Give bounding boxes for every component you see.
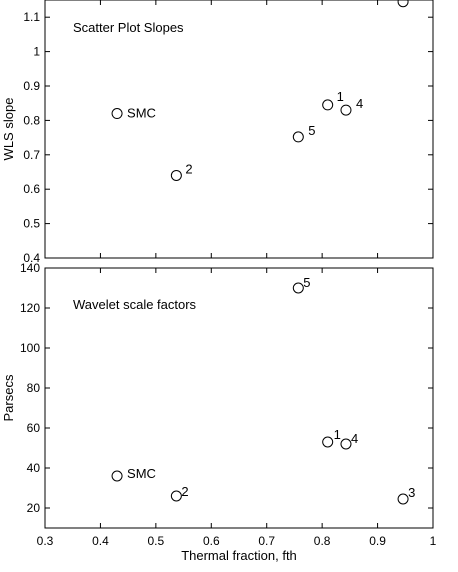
y-tick-label: 1.1 — [23, 10, 40, 24]
y-tick-label: 0.6 — [23, 182, 40, 196]
x-axis-label: Thermal fraction, fth — [181, 548, 297, 563]
data-point — [397, 0, 409, 8]
data-point — [170, 490, 182, 502]
data-point-label: 3 — [412, 0, 419, 1]
data-point — [170, 169, 182, 181]
y-tick-label: 140 — [20, 261, 40, 275]
plot-frame-bottom — [44, 267, 434, 529]
y-tick-label: 120 — [20, 301, 40, 315]
data-point-label: SMC — [127, 106, 156, 121]
x-tick-label: 0.3 — [37, 534, 54, 548]
data-point — [322, 436, 334, 448]
y-tick-label: 0.7 — [23, 148, 40, 162]
y-tick-label: 0.9 — [23, 79, 40, 93]
data-point — [292, 282, 304, 294]
panel-annotation-top: Scatter Plot Slopes — [73, 20, 184, 35]
x-tick-label: 0.4 — [92, 534, 109, 548]
data-point-label: 3 — [408, 485, 415, 500]
y-axis-label-top: WLS slope — [1, 98, 16, 161]
y-tick-label: 40 — [27, 461, 41, 475]
data-point-label: 2 — [185, 161, 192, 176]
y-tick-label: 0.5 — [23, 217, 40, 231]
x-tick-label: 1 — [430, 534, 437, 548]
x-tick-label: 0.9 — [369, 534, 386, 548]
data-point-label: 4 — [351, 431, 358, 446]
x-tick-label: 0.5 — [148, 534, 165, 548]
data-point-label: 1 — [334, 427, 341, 442]
data-point-label: SMC — [127, 466, 156, 481]
x-tick-label: 0.8 — [314, 534, 331, 548]
y-tick-label: 80 — [27, 381, 41, 395]
data-point-label: 5 — [303, 275, 310, 290]
data-point-label: 1 — [337, 89, 344, 104]
y-tick-label: 20 — [27, 501, 41, 515]
data-point — [292, 131, 304, 143]
data-point — [111, 108, 123, 120]
x-tick-label: 0.7 — [258, 534, 275, 548]
y-tick-label: 60 — [27, 421, 41, 435]
y-tick-label: 1 — [33, 45, 40, 59]
data-point-label: 4 — [356, 96, 363, 111]
data-point — [340, 104, 352, 116]
y-tick-label: 100 — [20, 341, 40, 355]
data-point — [397, 493, 409, 505]
y-axis-label-bottom: Parsecs — [1, 374, 16, 421]
data-point — [340, 438, 352, 450]
y-tick-label: 0.8 — [23, 113, 40, 127]
data-point-label: 2 — [181, 484, 188, 499]
data-point-label: 5 — [308, 123, 315, 138]
panel-annotation-bottom: Wavelet scale factors — [73, 297, 197, 312]
plot-frame-top — [44, 0, 434, 259]
y-tick-label: 0.4 — [23, 251, 40, 265]
data-point — [111, 470, 123, 482]
x-tick-label: 0.6 — [203, 534, 220, 548]
data-point — [322, 99, 334, 111]
